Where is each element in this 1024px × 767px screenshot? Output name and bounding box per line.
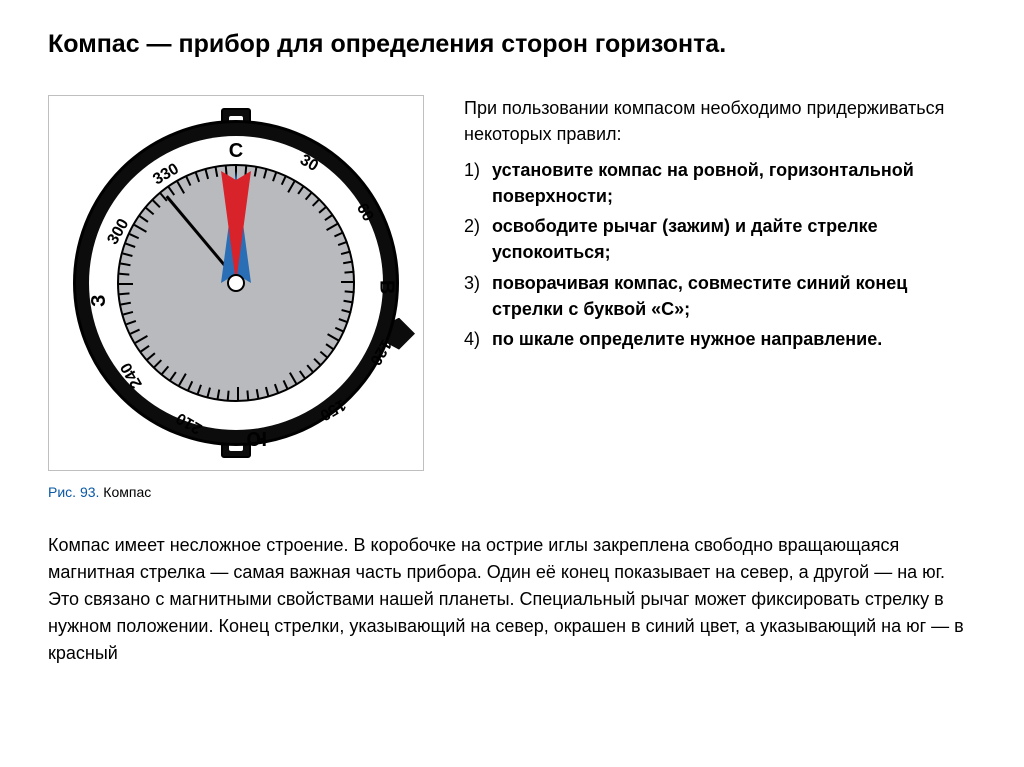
compass-tick <box>345 290 355 293</box>
compass-figure: 3060120150210240300330СВЮЗ Рис. 93. Комп… <box>48 95 426 500</box>
compass-tick <box>327 333 340 342</box>
compass-tick <box>121 302 131 306</box>
compass-tick <box>154 359 162 367</box>
compass-cardinal: С <box>229 140 243 163</box>
compass-tick <box>135 335 148 344</box>
compass-tick <box>287 180 296 193</box>
compass-tick <box>130 329 140 335</box>
compass-tick <box>306 364 314 373</box>
compass-tick <box>281 175 287 185</box>
compass-tick <box>215 167 219 177</box>
compass-tick <box>225 165 228 175</box>
compass-tick <box>297 185 304 194</box>
compass-tick <box>325 343 334 350</box>
compass-tick <box>161 366 169 375</box>
compass-tick <box>176 181 185 194</box>
compass-tick <box>272 171 277 181</box>
compass-tick <box>256 389 260 399</box>
compass-tick <box>265 387 270 397</box>
compass-tick <box>152 200 160 208</box>
compass-tick <box>147 352 156 360</box>
caption-name: Компас <box>103 484 151 500</box>
compass-tick <box>169 371 176 380</box>
compass-tick <box>338 241 348 246</box>
compass-hub <box>227 274 245 292</box>
compass-tick <box>197 384 202 394</box>
compass-tick <box>324 214 333 221</box>
compass-tick <box>305 191 313 200</box>
compass-tick <box>119 273 129 276</box>
compass-tick <box>254 166 258 176</box>
compass-tick <box>312 198 320 206</box>
compass-cardinal: З <box>88 295 111 308</box>
compass-tick <box>320 351 329 359</box>
compass-tick <box>343 261 353 265</box>
rules-list: установите компас на ровной, горизонталь… <box>464 157 976 352</box>
rule-item: освободите рычаг (зажим) и дайте стрелке… <box>492 213 976 265</box>
compass-tick <box>187 381 193 391</box>
compass-tick <box>274 384 279 394</box>
compass-tick <box>126 320 136 325</box>
compass-tick <box>326 222 339 231</box>
figure-caption: Рис. 93. Компас <box>48 484 426 500</box>
compass-tick <box>313 358 321 366</box>
compass-tick <box>178 373 187 386</box>
compass-cardinal: Ю <box>246 426 267 449</box>
compass-tick <box>134 224 147 233</box>
page-title: Компас — прибор для определения сторон г… <box>48 30 976 59</box>
compass-tick <box>206 387 211 397</box>
compass-tick <box>246 390 249 400</box>
compass-tick <box>123 311 133 316</box>
compass-tick <box>129 233 139 239</box>
rule-item: по шкале определите нужное направление. <box>492 326 976 352</box>
rules-block: При пользовании компасом необходимо прид… <box>464 95 976 500</box>
rule-item: поворачивая компас, совместите синий кон… <box>492 270 976 322</box>
compass-tick <box>341 309 351 314</box>
compass-tick <box>318 206 327 214</box>
description-paragraph: Компас имеет несложное строение. В короб… <box>48 532 976 667</box>
compass-tick <box>205 169 210 179</box>
compass-tick <box>125 243 135 248</box>
compass-tick <box>119 292 129 295</box>
compass-tick <box>145 207 154 215</box>
compass-tick <box>341 251 351 256</box>
compass-tick <box>289 372 298 385</box>
compass-tick <box>227 391 230 401</box>
compass-tick <box>343 300 353 304</box>
compass-tick <box>168 186 175 195</box>
compass-tick <box>299 370 306 379</box>
compass-tick <box>338 318 348 323</box>
compass-tick <box>341 281 355 283</box>
compass-tick <box>120 263 130 267</box>
compass-tick <box>283 380 289 390</box>
compass-tick <box>119 283 133 285</box>
compass-tick <box>235 165 237 179</box>
compass-tick <box>195 172 200 182</box>
compass-tick <box>244 165 247 175</box>
caption-fig: Рис. 93. <box>48 484 99 500</box>
compass-tick <box>123 252 133 257</box>
rule-item: установите компас на ровной, горизонталь… <box>492 157 976 209</box>
compass-frame: 3060120150210240300330СВЮЗ <box>48 95 424 471</box>
compass-tick <box>263 169 268 179</box>
compass-tick <box>344 271 354 274</box>
compass-tick <box>334 231 344 237</box>
compass-tick <box>185 176 191 186</box>
compass-tick <box>217 389 221 399</box>
compass-tick <box>139 215 148 222</box>
compass-cardinal: В <box>375 280 398 294</box>
compass-tick <box>335 327 345 333</box>
compass-tick <box>140 345 149 352</box>
compass-diagram: 3060120150210240300330СВЮЗ <box>63 110 409 456</box>
top-row: 3060120150210240300330СВЮЗ Рис. 93. Комп… <box>48 95 976 500</box>
compass-tick <box>237 387 239 401</box>
rules-intro: При пользовании компасом необходимо прид… <box>464 95 976 147</box>
